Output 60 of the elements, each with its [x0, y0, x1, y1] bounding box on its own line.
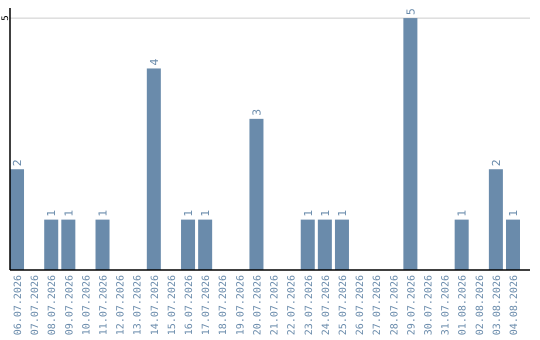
bar — [300, 220, 315, 270]
x-tick-label: 25.07.2026 — [338, 275, 349, 336]
data-label: 2 — [11, 159, 24, 166]
x-tick-label: 04.08.2026 — [508, 275, 520, 336]
x-tick-label: 27.07.2026 — [372, 275, 384, 336]
data-label: 3 — [250, 108, 264, 116]
bar — [334, 220, 349, 270]
data-label: 1 — [96, 210, 110, 217]
x-tick-label: 20.07.2026 — [252, 275, 264, 336]
x-tick-label: 12.07.2026 — [116, 275, 127, 336]
data-label: 1 — [456, 210, 469, 217]
x-tick-label: 19.07.2026 — [235, 275, 246, 336]
data-label: 1 — [199, 210, 212, 217]
x-tick-label: 23.07.2026 — [304, 275, 315, 336]
x-tick-label: 24.07.2026 — [320, 275, 332, 336]
data-label: 1 — [62, 210, 76, 217]
x-tick-label: 11.07.2026 — [98, 275, 110, 336]
data-label: 1 — [506, 210, 520, 217]
x-tick-label: 07.07.2026 — [30, 275, 42, 336]
x-tick-label: 21.07.2026 — [270, 275, 281, 336]
x-tick-label: 02.08.2026 — [474, 275, 486, 336]
data-label: 2 — [490, 159, 503, 166]
x-tick-label: 26.07.2026 — [355, 275, 366, 336]
bar — [403, 18, 418, 270]
x-tick-label: 16.07.2026 — [184, 275, 196, 336]
x-tick-label: 03.08.2026 — [492, 275, 503, 336]
data-label: 1 — [45, 210, 58, 217]
data-label: 1 — [182, 210, 196, 217]
x-tick-label: 29.07.2026 — [406, 275, 418, 336]
x-tick-label: 31.07.2026 — [440, 275, 452, 336]
x-tick-label: 17.07.2026 — [201, 275, 212, 336]
x-tick-label: 14.07.2026 — [150, 275, 161, 336]
bar — [61, 220, 76, 270]
bar — [198, 220, 212, 270]
bar — [318, 220, 332, 270]
bar — [488, 169, 503, 270]
x-tick-label: 18.07.2026 — [218, 275, 230, 336]
bar — [10, 169, 24, 270]
data-label: 1 — [302, 210, 315, 217]
x-tick-label: 08.07.2026 — [47, 275, 58, 336]
x-tick-label: 13.07.2026 — [132, 275, 144, 336]
bar — [181, 220, 196, 270]
bar — [249, 118, 264, 270]
x-tick-label: 30.07.2026 — [423, 275, 434, 336]
x-tick-label: 10.07.2026 — [81, 275, 92, 336]
x-tick-label: 06.07.2026 — [13, 275, 24, 336]
data-label: 1 — [336, 210, 349, 217]
x-tick-label: 01.08.2026 — [458, 275, 469, 336]
bar — [44, 220, 58, 270]
x-tick-label: 15.07.2026 — [166, 275, 178, 336]
bar — [506, 220, 520, 270]
bar — [146, 68, 161, 270]
bar — [454, 220, 469, 270]
x-tick-label: 28.07.2026 — [389, 275, 400, 336]
x-tick-label: 09.07.2026 — [64, 275, 76, 336]
data-label: 5 — [404, 8, 418, 16]
data-label: 1 — [318, 210, 332, 217]
data-label: 4 — [148, 58, 161, 66]
bar — [96, 220, 110, 270]
x-tick-label: 22.07.2026 — [286, 275, 298, 336]
